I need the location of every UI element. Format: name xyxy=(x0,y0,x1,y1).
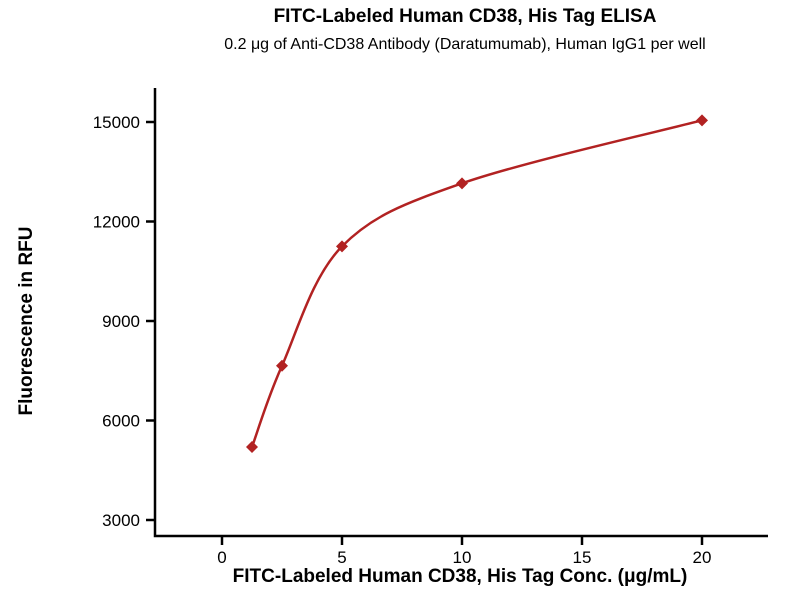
x-axis-ticks: 0 5 10 15 20 xyxy=(217,536,711,567)
x-axis-label: FITC-Labeled Human CD38, His Tag Conc. (… xyxy=(232,566,688,587)
x-tick-label: 10 xyxy=(453,548,472,567)
chart-subtitle: 0.2 μg of Anti-CD38 Antibody (Daratumuma… xyxy=(224,36,706,53)
data-point-marker xyxy=(456,177,468,190)
y-tick-label: 15000 xyxy=(93,113,140,132)
y-tick-label: 3000 xyxy=(102,511,140,530)
axis-lines xyxy=(153,88,768,538)
data-point-marker xyxy=(276,359,288,372)
data-points xyxy=(246,114,708,454)
y-axis-ticks: 3000 6000 9000 12000 15000 xyxy=(93,113,155,530)
fit-curve xyxy=(250,119,703,448)
data-point-marker xyxy=(696,114,708,127)
y-tick-label: 9000 xyxy=(102,312,140,331)
data-point-marker xyxy=(246,441,258,454)
y-tick-label: 6000 xyxy=(102,412,140,431)
data-point-marker xyxy=(336,240,348,253)
y-tick-label: 12000 xyxy=(93,213,140,232)
x-tick-label: 5 xyxy=(337,548,346,567)
x-tick-label: 20 xyxy=(693,548,712,567)
chart-title: FITC-Labeled Human CD38, His Tag ELISA xyxy=(273,6,657,27)
x-tick-label: 15 xyxy=(573,548,592,567)
x-tick-label: 0 xyxy=(217,548,226,567)
